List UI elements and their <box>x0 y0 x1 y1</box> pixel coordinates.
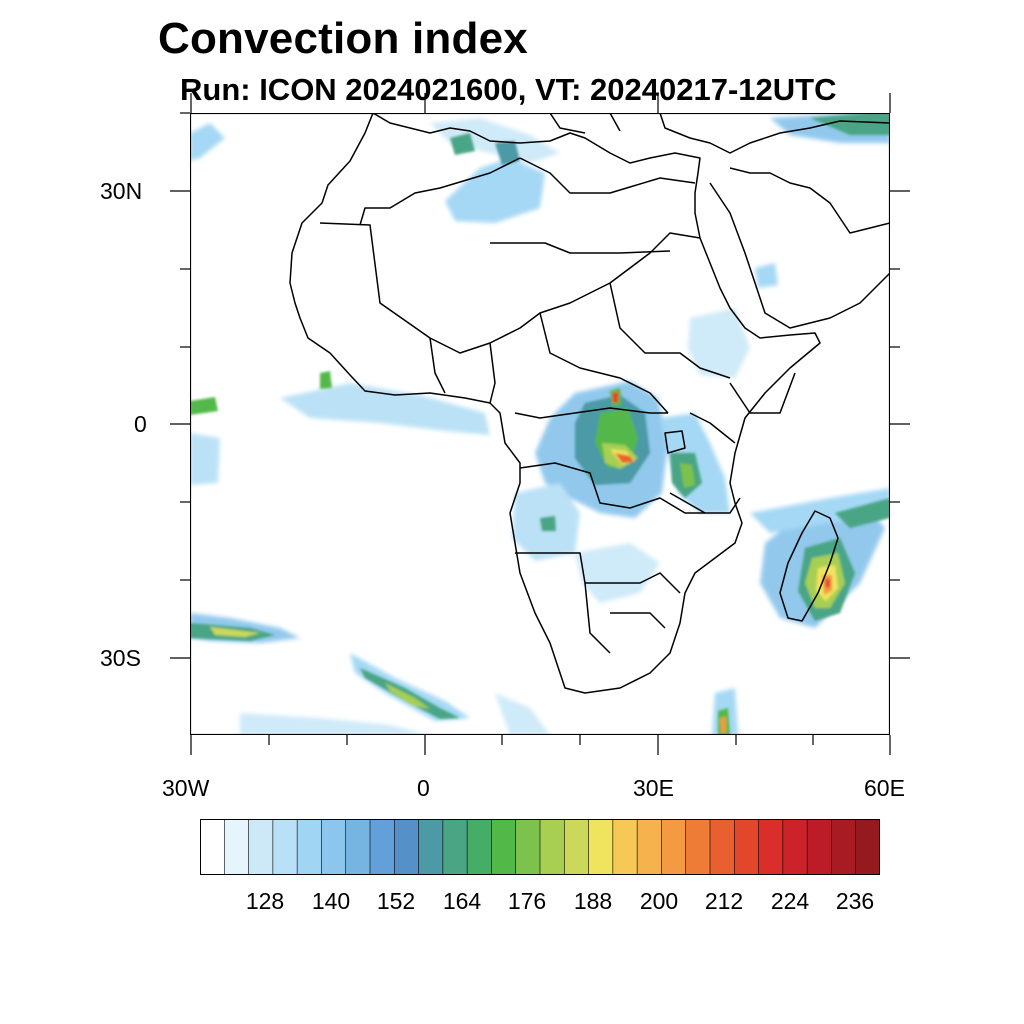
chart-title: Convection index <box>158 14 528 63</box>
colorbar-swatch <box>563 819 590 875</box>
colorbar-swatch <box>758 819 784 875</box>
colorbar-swatch <box>515 819 541 875</box>
colorbar-swatch <box>661 819 687 875</box>
lat-label-30n: 30N <box>100 178 143 204</box>
colorbar-swatch <box>442 819 468 875</box>
colorbar-swatch <box>272 819 298 875</box>
colorbar-label-212: 212 <box>704 888 744 914</box>
colorbar-swatch <box>369 819 395 875</box>
map-panel <box>190 113 890 735</box>
colorbar-label-188: 188 <box>573 888 613 914</box>
colorbar-label-152: 152 <box>376 888 416 914</box>
colorbar-label-164: 164 <box>442 888 482 914</box>
colorbar-swatch <box>636 819 663 875</box>
colorbar-swatch <box>782 819 808 875</box>
colorbar-swatch <box>223 819 250 875</box>
lon-label-30e: 30E <box>633 775 674 801</box>
colorbar-swatch <box>806 819 833 875</box>
colorbar-border <box>200 819 880 875</box>
colorbar-swatch <box>733 819 760 875</box>
colorbar-swatch <box>588 819 614 875</box>
colorbar-swatch <box>466 819 493 875</box>
colorbar-label-200: 200 <box>639 888 679 914</box>
lon-label-30w: 30W <box>162 775 210 801</box>
colorbar <box>200 819 880 875</box>
colorbar-label-236: 236 <box>835 888 875 914</box>
colorbar-label-140: 140 <box>311 888 351 914</box>
lat-label-0: 0 <box>134 411 147 437</box>
colorbar-swatch <box>248 819 274 875</box>
lon-label-0: 0 <box>417 775 430 801</box>
colorbar-swatch <box>685 819 711 875</box>
colorbar-swatch <box>491 819 517 875</box>
colorbar-swatch <box>296 819 323 875</box>
chart-subtitle: Run: ICON 2024021600, VT: 20240217-12UTC <box>180 72 837 107</box>
lon-label-60e: 60E <box>864 775 905 801</box>
colorbar-swatch <box>393 819 420 875</box>
colorbar-swatch <box>539 819 565 875</box>
lat-label-30s: 30S <box>100 645 141 671</box>
colorbar-swatch <box>612 819 638 875</box>
colorbar-swatch <box>709 819 735 875</box>
colorbar-label-128: 128 <box>245 888 285 914</box>
colorbar-swatch <box>345 819 371 875</box>
colorbar-swatch <box>831 819 857 875</box>
colorbar-swatch <box>200 819 225 875</box>
colorbar-label-176: 176 <box>507 888 547 914</box>
colorbar-swatch <box>855 819 880 875</box>
colorbar-label-224: 224 <box>770 888 810 914</box>
colorbar-swatch <box>321 819 347 875</box>
colorbar-swatch <box>418 819 444 875</box>
